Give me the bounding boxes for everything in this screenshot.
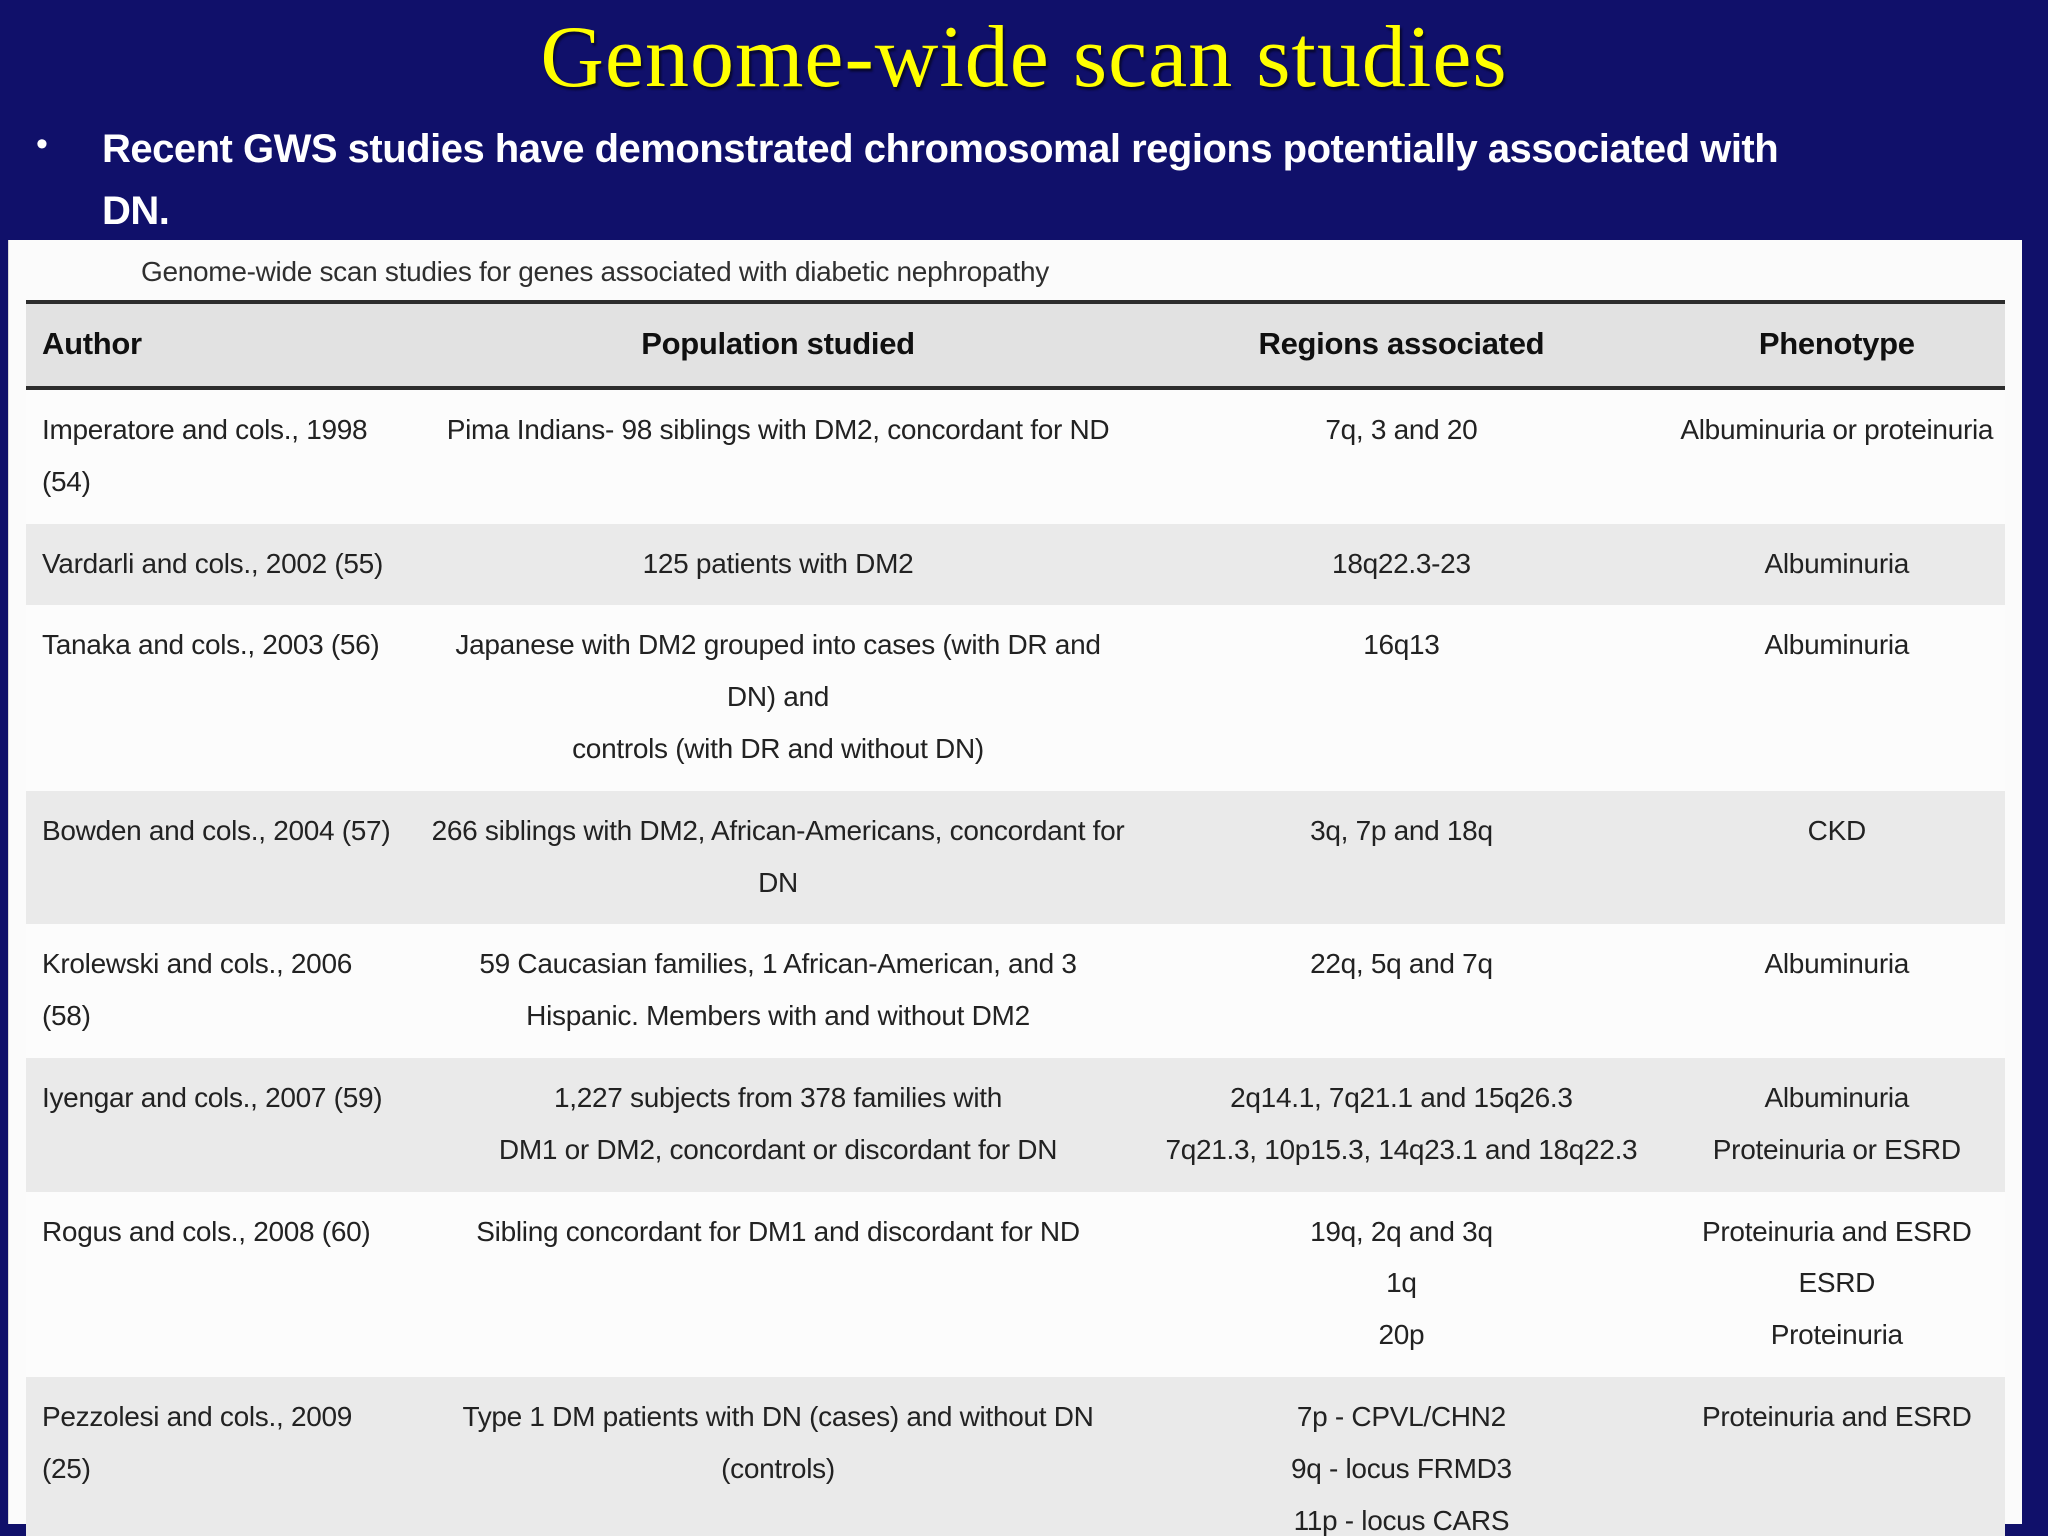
studies-table: Author Population studied Regions associ…	[26, 300, 2005, 1536]
cell-phenotype: Albuminuria Proteinuria or ESRD	[1712, 1081, 1961, 1165]
cell-author: Iyengar and cols., 2007 (59)	[42, 1081, 383, 1113]
cell-author: Imperatore and cols., 1998 (54)	[42, 414, 368, 497]
table-row: Krolewski and cols., 2006 (58) 59 Caucas…	[26, 924, 2005, 1058]
cell-population: Japanese with DM2 grouped into cases (wi…	[455, 629, 1101, 764]
cell-regions: 2q14.1, 7q21.1 and 15q26.3 7q21.3, 10p15…	[1165, 1081, 1638, 1165]
table-row: Tanaka and cols., 2003 (56) Japanese wit…	[26, 605, 2005, 791]
bullet-item: • Recent GWS studies have demonstrated c…	[30, 118, 2008, 242]
cell-phenotype: Albuminuria	[1764, 547, 1910, 579]
table-row: Iyengar and cols., 2007 (59) 1,227 subje…	[26, 1057, 2005, 1192]
cell-regions: 3q, 7p and 18q	[1310, 814, 1493, 846]
cell-population: Pima Indians- 98 siblings with DM2, conc…	[446, 414, 1110, 445]
page-title: Genome-wide scan studies	[540, 9, 1508, 106]
cell-author: Bowden and cols., 2004 (57)	[42, 814, 391, 846]
table-row: Rogus and cols., 2008 (60) Sibling conco…	[26, 1191, 2005, 1377]
table-caption: Genome-wide scan studies for genes assoc…	[141, 256, 1049, 287]
cell-author: Pezzolesi and cols., 2009 (25)	[42, 1400, 353, 1484]
table-row: Pezzolesi and cols., 2009 (25) Type 1 DM…	[26, 1376, 2005, 1536]
cell-phenotype: Albuminuria	[1764, 629, 1910, 661]
column-header-author: Author	[26, 302, 422, 390]
cell-regions: 7p - CPVL/CHN2 9q - locus FRMD3 11p - lo…	[1290, 1400, 1512, 1536]
column-header-regions: Regions associated	[1134, 302, 1669, 390]
table-row: Imperatore and cols., 1998 (54) Pima Ind…	[26, 388, 2005, 524]
cell-population: Type 1 DM patients with DN (cases) and w…	[462, 1400, 1094, 1484]
cell-population: 1,227 subjects from 378 families with DM…	[498, 1081, 1058, 1165]
cell-regions: 22q, 5q and 7q	[1310, 948, 1493, 980]
table-header-row: Author Population studied Regions associ…	[26, 302, 2005, 390]
bullet-text: Recent GWS studies have demonstrated chr…	[102, 127, 1779, 234]
cell-phenotype: Proteinuria and ESRD	[1702, 1400, 1972, 1432]
column-header-phenotype: Phenotype	[1668, 302, 2005, 390]
table-row: Bowden and cols., 2004 (57) 266 siblings…	[26, 790, 2005, 925]
table-row: Vardarli and cols., 2002 (55) 125 patien…	[26, 523, 2005, 606]
cell-regions: 19q, 2q and 3q 1q 20p	[1310, 1215, 1493, 1351]
cell-phenotype: Albuminuria	[1764, 948, 1910, 980]
bullet-icon: •	[36, 125, 48, 164]
cell-population: 266 siblings with DM2, African-Americans…	[431, 814, 1125, 898]
cell-phenotype: Proteinuria and ESRD ESRD Proteinuria	[1702, 1215, 1972, 1351]
cell-regions: 16q13	[1363, 629, 1440, 661]
cell-population: 125 patients with DM2	[642, 547, 914, 579]
cell-author: Vardarli and cols., 2002 (55)	[42, 547, 383, 579]
cell-author: Krolewski and cols., 2006 (58)	[42, 948, 353, 1032]
cell-population: Sibling concordant for DM1 and discordan…	[476, 1215, 1080, 1247]
cell-regions: 7q, 3 and 20	[1325, 414, 1478, 445]
cell-population: 59 Caucasian families, 1 African-America…	[479, 948, 1077, 1032]
cell-phenotype: Albuminuria or proteinuria	[1680, 414, 1994, 445]
cell-author: Rogus and cols., 2008 (60)	[42, 1215, 371, 1247]
column-header-population: Population studied	[421, 302, 1135, 390]
cell-author: Tanaka and cols., 2003 (56)	[42, 629, 380, 661]
cell-phenotype: CKD	[1807, 814, 1867, 846]
table-panel: Genome-wide scan studies for genes assoc…	[8, 240, 2022, 1536]
cell-regions: 18q22.3-23	[1332, 547, 1471, 579]
